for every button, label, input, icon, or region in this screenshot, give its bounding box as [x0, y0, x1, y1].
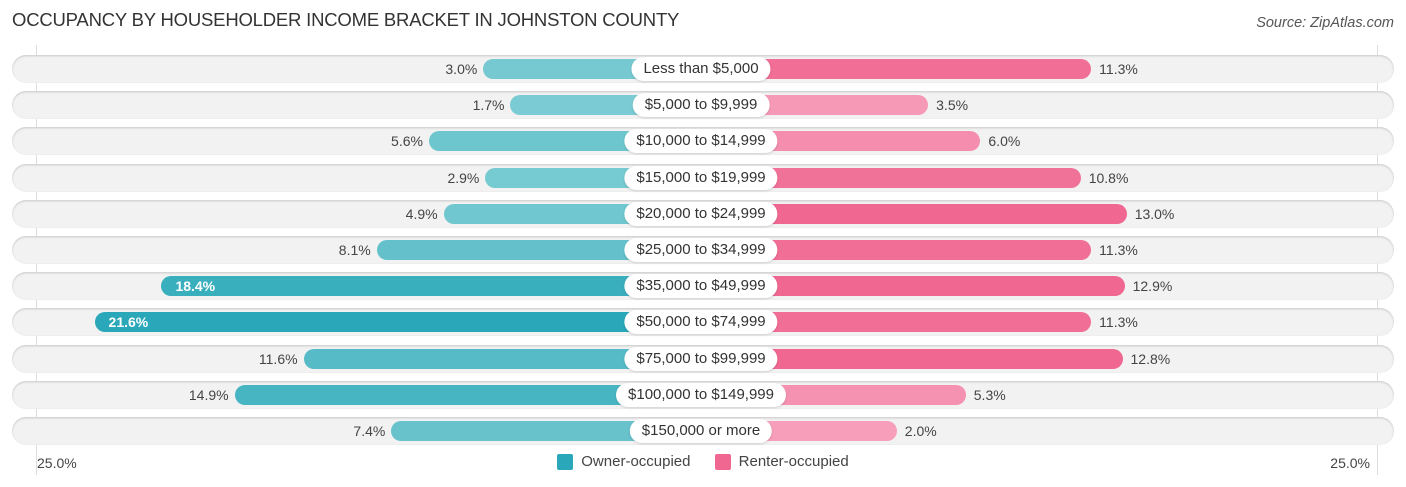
renter-value-label: 2.0%: [904, 423, 937, 439]
category-label: $50,000 to $74,999: [624, 310, 778, 335]
category-label: Less than $5,000: [631, 57, 771, 81]
renter-bar[interactable]: [701, 348, 1123, 369]
renter-value-label: 12.8%: [1130, 350, 1171, 367]
category-label: $15,000 to $19,999: [624, 165, 778, 190]
renter-bar[interactable]: [701, 167, 1081, 188]
renter-bar[interactable]: [701, 59, 1092, 79]
renter-value-label: 10.8%: [1088, 169, 1129, 186]
legend-item-owner[interactable]: Owner-occupied: [557, 453, 690, 470]
renter-bar[interactable]: [701, 312, 1092, 333]
renter-value-label: 6.0%: [988, 133, 1021, 150]
owner-value-label: 21.6%: [108, 314, 149, 331]
chart-title: Occupancy by Householder Income Bracket …: [12, 9, 680, 30]
owner-value-label: 7.4%: [353, 423, 386, 439]
owner-value-label: 4.9%: [405, 205, 438, 222]
category-label: $5,000 to $9,999: [632, 93, 770, 118]
renter-value-label: 5.3%: [973, 386, 1006, 403]
renter-value-label: 11.3%: [1099, 242, 1138, 258]
legend-swatch-owner: [557, 453, 574, 470]
renter-value-label: 11.3%: [1099, 314, 1138, 331]
renter-value-label: 3.5%: [936, 97, 969, 114]
owner-value-label: 2.9%: [447, 169, 480, 186]
owner-bar[interactable]: [391, 421, 701, 441]
category-label: $25,000 to $34,999: [624, 238, 778, 262]
renter-value-label: 13.0%: [1134, 205, 1175, 222]
axis-label-left: 25.0%: [37, 455, 77, 471]
axis-label-right: 25.0%: [1330, 455, 1370, 471]
legend-label-owner: Owner-occupied: [581, 453, 691, 470]
legend-item-renter[interactable]: Renter-occupied: [714, 453, 849, 470]
owner-value-label: 3.0%: [445, 61, 478, 77]
owner-bar[interactable]: [161, 276, 701, 297]
legend-label-renter: Renter-occupied: [738, 453, 849, 470]
renter-value-label: 12.9%: [1132, 278, 1173, 295]
category-label: $100,000 to $149,999: [616, 382, 786, 407]
owner-value-label: 18.4%: [175, 278, 216, 295]
renter-value-label: 11.3%: [1099, 61, 1138, 77]
owner-value-label: 5.6%: [391, 133, 423, 150]
owner-bar[interactable]: [303, 348, 701, 369]
renter-bar[interactable]: [701, 203, 1127, 224]
source-credit: Source: ZipAtlas.com: [1256, 15, 1394, 31]
category-label: $75,000 to $99,999: [624, 346, 778, 371]
owner-bar[interactable]: [94, 312, 701, 333]
renter-bar[interactable]: [701, 240, 1092, 260]
category-label: $150,000 or more: [629, 419, 773, 443]
legend-swatch-renter: [714, 453, 731, 470]
category-label: $20,000 to $24,999: [624, 201, 778, 226]
owner-bar[interactable]: [376, 240, 701, 260]
owner-value-label: 11.6%: [258, 350, 298, 367]
legend: Owner-occupied Renter-occupied: [0, 453, 1406, 474]
category-label: $10,000 to $14,999: [624, 129, 778, 154]
renter-bar[interactable]: [701, 276, 1125, 297]
owner-value-label: 1.7%: [472, 97, 505, 114]
owner-value-label: 8.1%: [338, 242, 371, 258]
owner-bar[interactable]: [234, 384, 701, 405]
owner-value-label: 14.9%: [188, 386, 229, 403]
category-label: $35,000 to $49,999: [624, 274, 778, 299]
